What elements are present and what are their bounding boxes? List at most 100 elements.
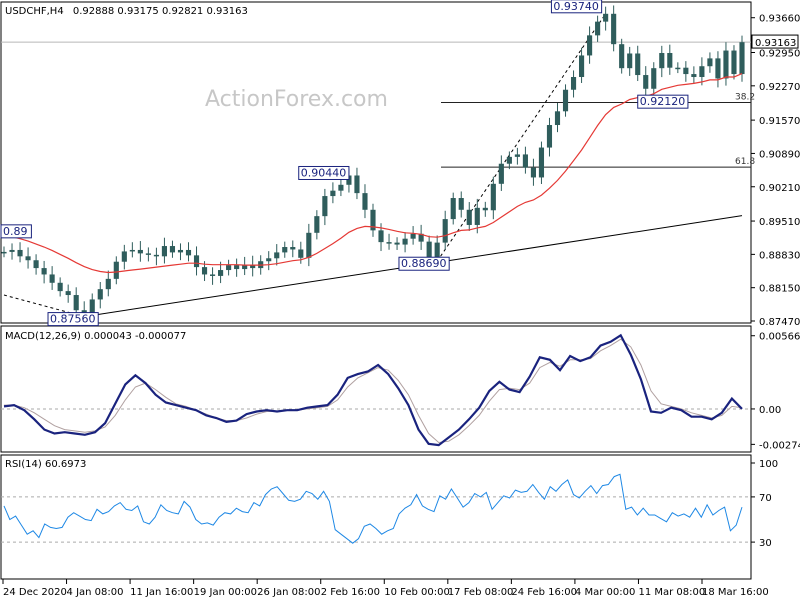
candle-body [201,267,208,275]
price-tick-label: 0.90210 [759,183,800,194]
swing-label-box [298,165,350,180]
candle-body [458,198,464,210]
price-tick-label: 0.90890 [759,149,800,160]
candle-body [370,209,376,231]
macd-tick-label: 0.005666 [759,332,800,343]
candle-body [1,251,7,254]
rsi-series [1,473,751,544]
candle-body [33,260,39,269]
candle-body [89,299,95,317]
swing-label: 0.89 [0,224,32,239]
time-tick-label: 24 Feb 16:00 [511,587,577,598]
candle-body [595,21,601,36]
time-tick-label: 18 Mar 16:00 [702,587,769,598]
swing-label: 0.88690 [398,256,450,271]
candle-body [498,163,504,184]
candle-body [619,44,625,69]
price-panel[interactable] [0,1,752,324]
rsi-panel[interactable] [0,454,752,580]
candle-body [554,111,561,126]
candle-body [49,274,55,283]
dashed-trendline [3,294,85,318]
swing-label-box [0,224,32,239]
candle-body [17,249,23,257]
candle-body [731,50,737,75]
candle-body [587,35,593,56]
symbol-timeframe: USDCHF,H4 [5,6,64,17]
candle-body [627,53,633,69]
candle-body [226,265,232,271]
candle-body [699,66,705,78]
candle-body [514,154,520,157]
candle-body [402,238,408,245]
candle-body [378,230,384,243]
swing-label-text: 0.92120 [640,95,686,108]
candle-body [570,77,577,90]
macd-panel[interactable] [0,325,752,453]
chart-header: USDCHF,H4 0.92888 0.93175 0.92821 0.9316… [5,6,248,17]
time-tick-label: 2 Feb 16:00 [321,587,380,598]
candle-body [113,261,119,279]
moving-average [3,73,743,274]
candle-body [41,268,47,275]
candle-body [290,247,296,250]
candle-body [659,52,665,69]
candle-body [322,196,328,217]
candle-body [57,282,63,292]
time-axis: 24 Dec 2020 4 Jan 08:00 11 Jan 16:00 19 Jan… [2,579,769,598]
candle-body [482,207,488,211]
candle-body [723,50,729,79]
time-tick-label: 10 Feb 00:00 [384,587,450,598]
time-tick-label: 26 Jan 08:00 [257,587,320,598]
candle-body [530,167,537,178]
swing-label: 0.93740 [550,0,603,14]
price-tick-label: 0.92270 [759,82,800,93]
candle-body [121,251,127,262]
candle-body [234,265,240,270]
candle-body [643,75,649,89]
candle-body [65,291,71,296]
macd-signal-line [4,338,743,444]
candle-body [274,252,280,259]
candle-body [145,253,151,255]
time-tick-label: 11 Mar 08:00 [638,587,705,598]
price-tick-label: 0.88150 [759,284,800,295]
candle-body [611,13,617,45]
dashed-trendline [436,13,607,262]
candle-body [169,246,176,253]
price-tick-label: 0.91570 [759,116,800,127]
candle-body [474,207,480,225]
fibonacci-levels: 38.2 61.8 [441,92,755,168]
price-tick-label: 0.93660 [759,14,800,25]
candle-body [266,258,272,262]
swing-label-text: 0.93740 [553,0,599,13]
moving-average-line [3,73,743,274]
candle-body [330,190,336,197]
candle-body [185,249,192,256]
swing-label: 0.92120 [637,94,689,109]
candle-body [651,68,657,89]
candle-body [354,175,360,194]
fib-level-label: 38.2 [735,92,755,102]
candle-body [338,184,344,191]
candle-body [675,67,681,70]
current-price-box [751,34,799,49]
time-tick-label: 19 Jan 00:00 [194,587,257,598]
time-tick-label: 24 Dec 2020 [3,587,67,598]
candle-body [298,249,304,258]
candle-body [250,264,256,269]
rsi-line [3,473,743,544]
current-price-label: 0.93163 [755,38,796,49]
candle-body [562,89,569,112]
macd-tick-label: -0.002741 [759,440,800,451]
candle-body [715,58,721,79]
candle-body [635,53,641,76]
ohlc-values: 0.92888 0.93175 0.92821 0.93163 [73,6,248,17]
price-axis: 0.93660 0.92950 0.92270 0.91570 0.90890 0.902… [751,14,800,328]
macd-tick-label: 0.00 [759,405,781,416]
candle-body [707,58,713,67]
price-tick-label: 0.89510 [759,217,800,228]
candle-body [177,249,184,253]
candle-body [691,74,697,78]
